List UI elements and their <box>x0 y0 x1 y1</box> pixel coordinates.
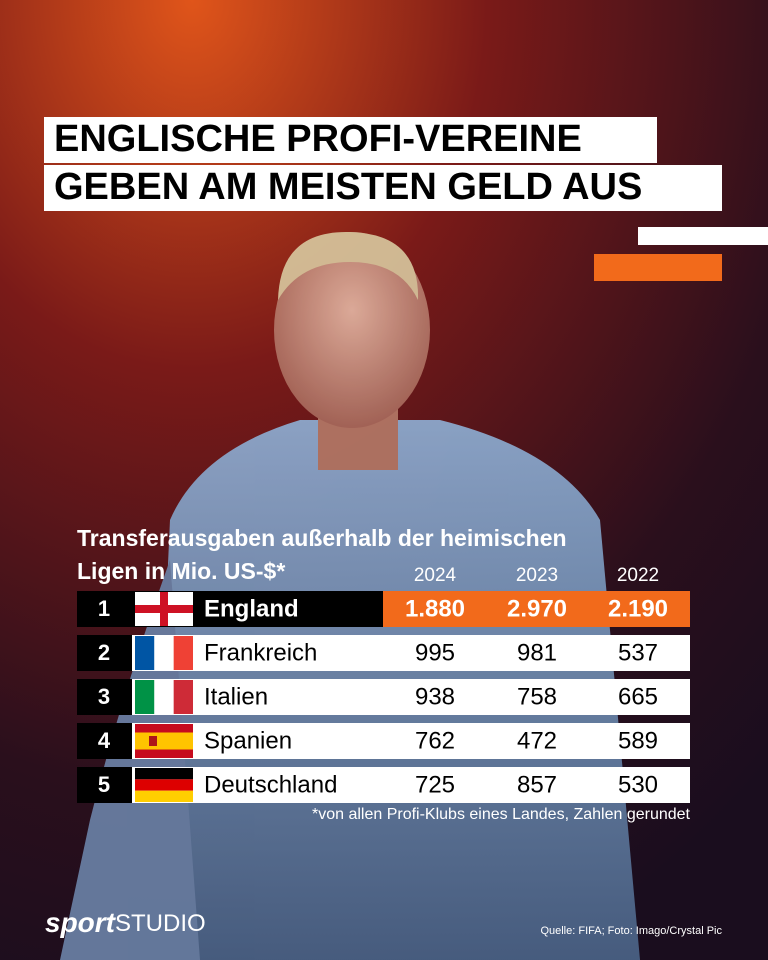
title-box <box>44 117 657 163</box>
flag <box>149 736 157 746</box>
flag <box>135 779 193 791</box>
logo-part: sport <box>45 907 117 938</box>
value: 2.970 <box>507 595 567 622</box>
flag <box>135 790 193 802</box>
flag <box>135 605 193 613</box>
value: 472 <box>517 727 557 754</box>
value: 857 <box>517 771 557 798</box>
value: 981 <box>517 639 557 666</box>
rank-cell <box>77 679 132 715</box>
flag <box>135 732 193 750</box>
rank: 5 <box>98 772 110 797</box>
value: 589 <box>618 727 658 754</box>
rank-cell <box>77 767 132 803</box>
country: Deutschland <box>204 771 337 798</box>
accent-bar <box>638 227 768 245</box>
value: 1.880 <box>405 595 465 622</box>
footnote: *von allen Profi-Klubs eines Landes, Zah… <box>312 806 691 823</box>
title-box <box>44 165 722 211</box>
column-header: 2022 <box>617 565 659 586</box>
source: Quelle: FIFA; Foto: Imago/Crystal Pic <box>540 925 722 937</box>
rank-cell <box>77 635 132 671</box>
row-bg <box>77 591 383 627</box>
rank: 4 <box>98 728 111 753</box>
flag <box>154 636 174 670</box>
country: Italien <box>204 683 268 710</box>
rank: 3 <box>98 684 110 709</box>
rank: 2 <box>98 640 110 665</box>
country: England <box>204 595 299 622</box>
value: 762 <box>415 727 455 754</box>
logo-part: STUDIO <box>115 910 206 937</box>
logo: sportSTUDIO <box>45 907 206 938</box>
row-highlight <box>383 591 690 627</box>
value: 725 <box>415 771 455 798</box>
flag <box>135 768 193 780</box>
flag <box>135 680 155 714</box>
table: 1 England 1.880 2.970 2.190 2 Frankreich 995 981… <box>77 591 690 803</box>
title: ENGLISCHE PROFI-VEREINE <box>54 118 582 160</box>
country: Frankreich <box>204 639 317 666</box>
value: 665 <box>618 683 658 710</box>
value: 995 <box>415 639 455 666</box>
value: 530 <box>618 771 658 798</box>
rank: 1 <box>98 596 110 621</box>
column-header: 2023 <box>516 565 558 586</box>
country: Spanien <box>204 727 292 754</box>
flag <box>154 680 174 714</box>
flag <box>173 636 193 670</box>
title: GEBEN AM MEISTEN GELD AUS <box>54 166 642 208</box>
value: 758 <box>517 683 557 710</box>
accent-bar <box>594 254 722 281</box>
value: 537 <box>618 639 658 666</box>
value: 938 <box>415 683 455 710</box>
value: 2.190 <box>608 595 668 622</box>
caption: Ligen in Mio. US-$* <box>77 558 285 584</box>
flag <box>135 636 155 670</box>
caption: Transferausgaben außerhalb der heimische… <box>77 525 567 551</box>
column-header: 2024 <box>414 565 457 586</box>
rank-cell <box>77 723 132 759</box>
flag <box>173 680 193 714</box>
